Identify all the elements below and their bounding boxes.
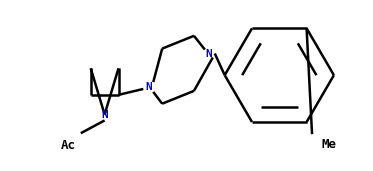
Text: N: N [206,49,212,58]
Text: Me: Me [322,137,337,150]
Text: N: N [101,109,108,120]
Text: N: N [145,82,152,92]
Text: Ac: Ac [60,139,75,152]
